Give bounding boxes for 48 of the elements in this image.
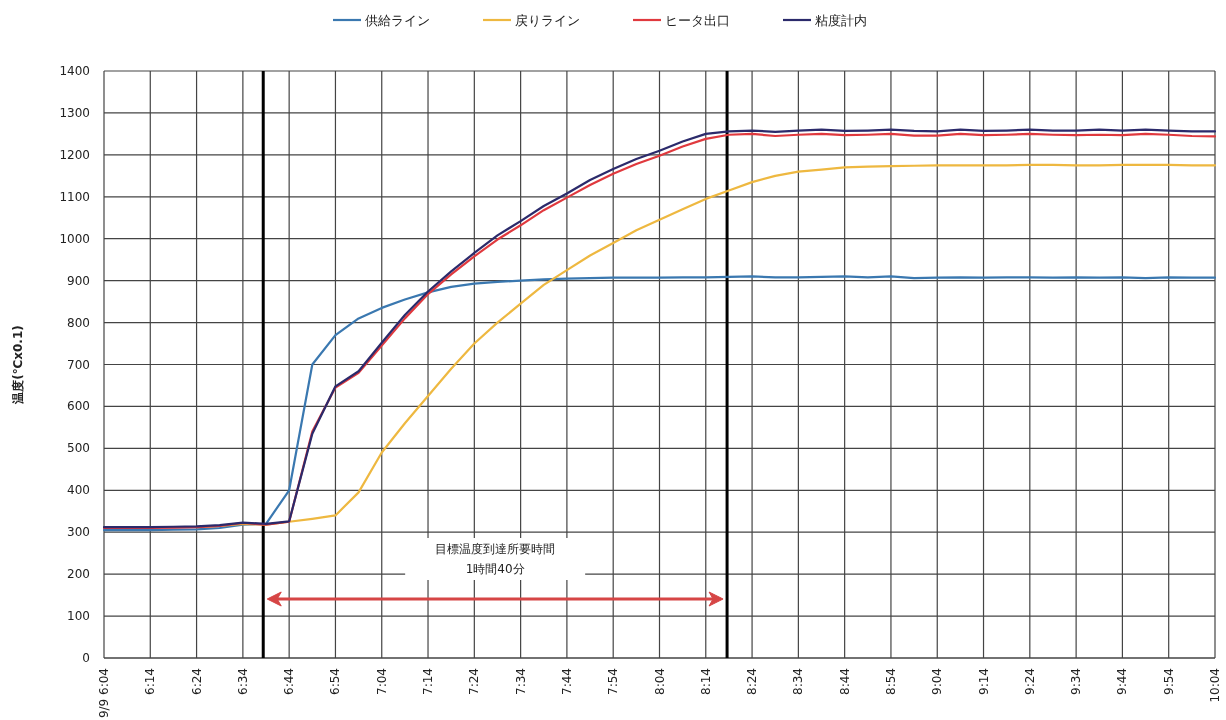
annotation: 1時間40分	[465, 562, 525, 576]
y-tick-label: 0	[82, 651, 90, 665]
x-tick-label: 8:34	[791, 668, 806, 695]
x-tick-label: 8:54	[883, 668, 898, 695]
x-tick-label: 9/9 6:04	[97, 668, 111, 719]
x-tick-label: 10:04	[1208, 668, 1222, 703]
y-tick-label: 1200	[59, 147, 90, 162]
x-tick-label: 9:14	[976, 668, 991, 695]
x-tick-label: 7:54	[606, 668, 621, 695]
y-tick-label: 1400	[59, 64, 90, 78]
y-tick-label: 400	[67, 483, 90, 498]
x-tick-label: 8:14	[698, 668, 713, 695]
line-series	[102, 275, 1217, 532]
y-tick-label: 100	[67, 609, 90, 624]
x-tick-label: 9:54	[1161, 668, 1176, 695]
y-tick-label: 200	[67, 567, 90, 582]
y-tick-label: 300	[67, 525, 90, 540]
y-tick-label: 600	[67, 399, 90, 414]
x-tick-label: 8:04	[652, 668, 667, 695]
x-tick-label: 6:24	[189, 668, 204, 695]
y-axis-title: 温度(℃x0.1)	[11, 325, 25, 405]
x-tick-label: 9:04	[930, 668, 945, 695]
x-tick-label: 9:44	[1115, 668, 1130, 695]
y-tick-label: 900	[67, 273, 90, 288]
y-tick-label: 1100	[59, 189, 90, 204]
x-tick-label: 8:44	[837, 668, 852, 695]
y-tick-label: 700	[67, 357, 90, 372]
y-tick-label: 1300	[59, 105, 90, 120]
x-tick-label: 7:44	[559, 668, 574, 695]
y-tick-label: 500	[67, 441, 90, 456]
legend-label: ヒータ出口	[665, 13, 730, 28]
x-tick-label: 7:14	[421, 668, 436, 695]
x-tick-label: 6:54	[328, 668, 343, 695]
y-tick-label: 1000	[59, 231, 90, 246]
y-tick-label: 800	[67, 315, 90, 330]
x-tick-label: 7:34	[513, 668, 528, 695]
x-tick-label: 6:14	[143, 668, 158, 695]
legend-label: 粘度計内	[815, 13, 867, 28]
x-tick-label: 7:04	[374, 668, 389, 695]
x-tick-label: 6:44	[282, 668, 297, 695]
legend-label: 供給ライン	[365, 13, 430, 28]
x-tick-label: 8:24	[745, 668, 760, 695]
x-tick-label: 9:24	[1022, 668, 1037, 695]
x-tick-label: 9:34	[1069, 668, 1084, 695]
x-tick-label: 7:24	[467, 668, 482, 695]
annotation: 目標温度到達所要時間	[435, 542, 556, 556]
x-tick-label: 6:34	[235, 668, 250, 695]
legend-label: 戻りライン	[515, 13, 580, 28]
